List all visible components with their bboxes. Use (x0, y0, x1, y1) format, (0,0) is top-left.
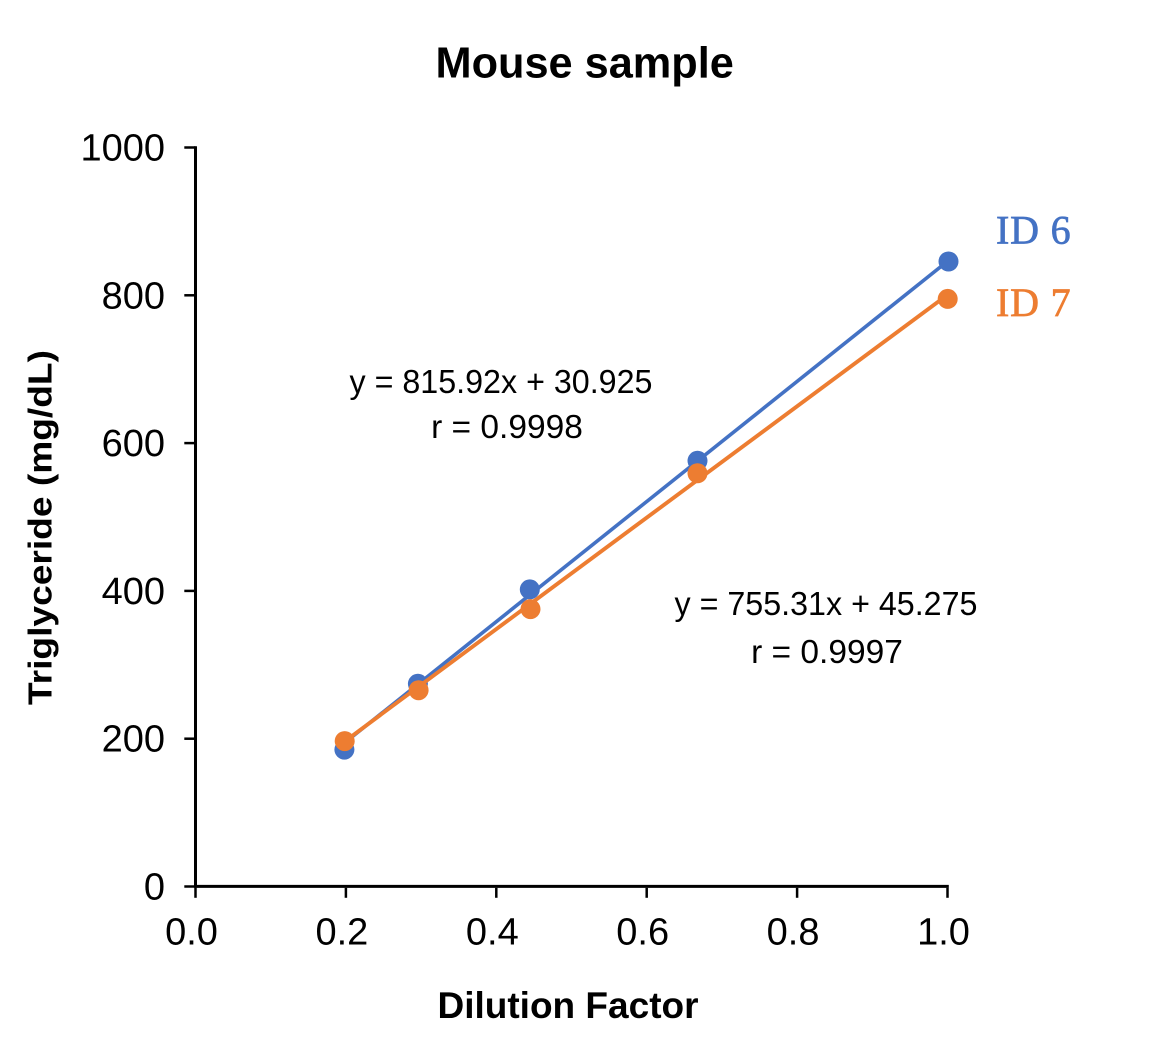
svg-text:0.8: 0.8 (767, 912, 820, 954)
svg-text:1000: 1000 (80, 128, 165, 170)
svg-text:Dilution Factor: Dilution Factor (437, 985, 698, 1026)
svg-text:0.4: 0.4 (466, 912, 519, 954)
svg-text:0.2: 0.2 (315, 912, 368, 954)
svg-text:y = 755.31x + 45.275: y = 755.31x + 45.275 (675, 586, 978, 623)
svg-text:0.0: 0.0 (165, 912, 218, 954)
svg-text:Triglyceride (mg/dL): Triglyceride (mg/dL) (23, 350, 60, 705)
svg-text:Mouse sample: Mouse sample (436, 40, 734, 88)
svg-text:600: 600 (102, 423, 165, 465)
svg-text:ID 6: ID 6 (996, 208, 1071, 253)
svg-text:r = 0.9997: r = 0.9997 (751, 634, 903, 671)
svg-text:1.0: 1.0 (917, 912, 970, 954)
svg-text:r = 0.9998: r = 0.9998 (431, 409, 583, 446)
svg-text:0: 0 (144, 867, 165, 909)
svg-text:ID 7: ID 7 (996, 280, 1071, 325)
svg-text:400: 400 (102, 571, 165, 613)
svg-text:200: 200 (102, 719, 165, 761)
svg-text:y = 815.92x + 30.925: y = 815.92x + 30.925 (350, 364, 653, 401)
svg-text:0.6: 0.6 (616, 912, 669, 954)
svg-text:800: 800 (102, 275, 165, 317)
